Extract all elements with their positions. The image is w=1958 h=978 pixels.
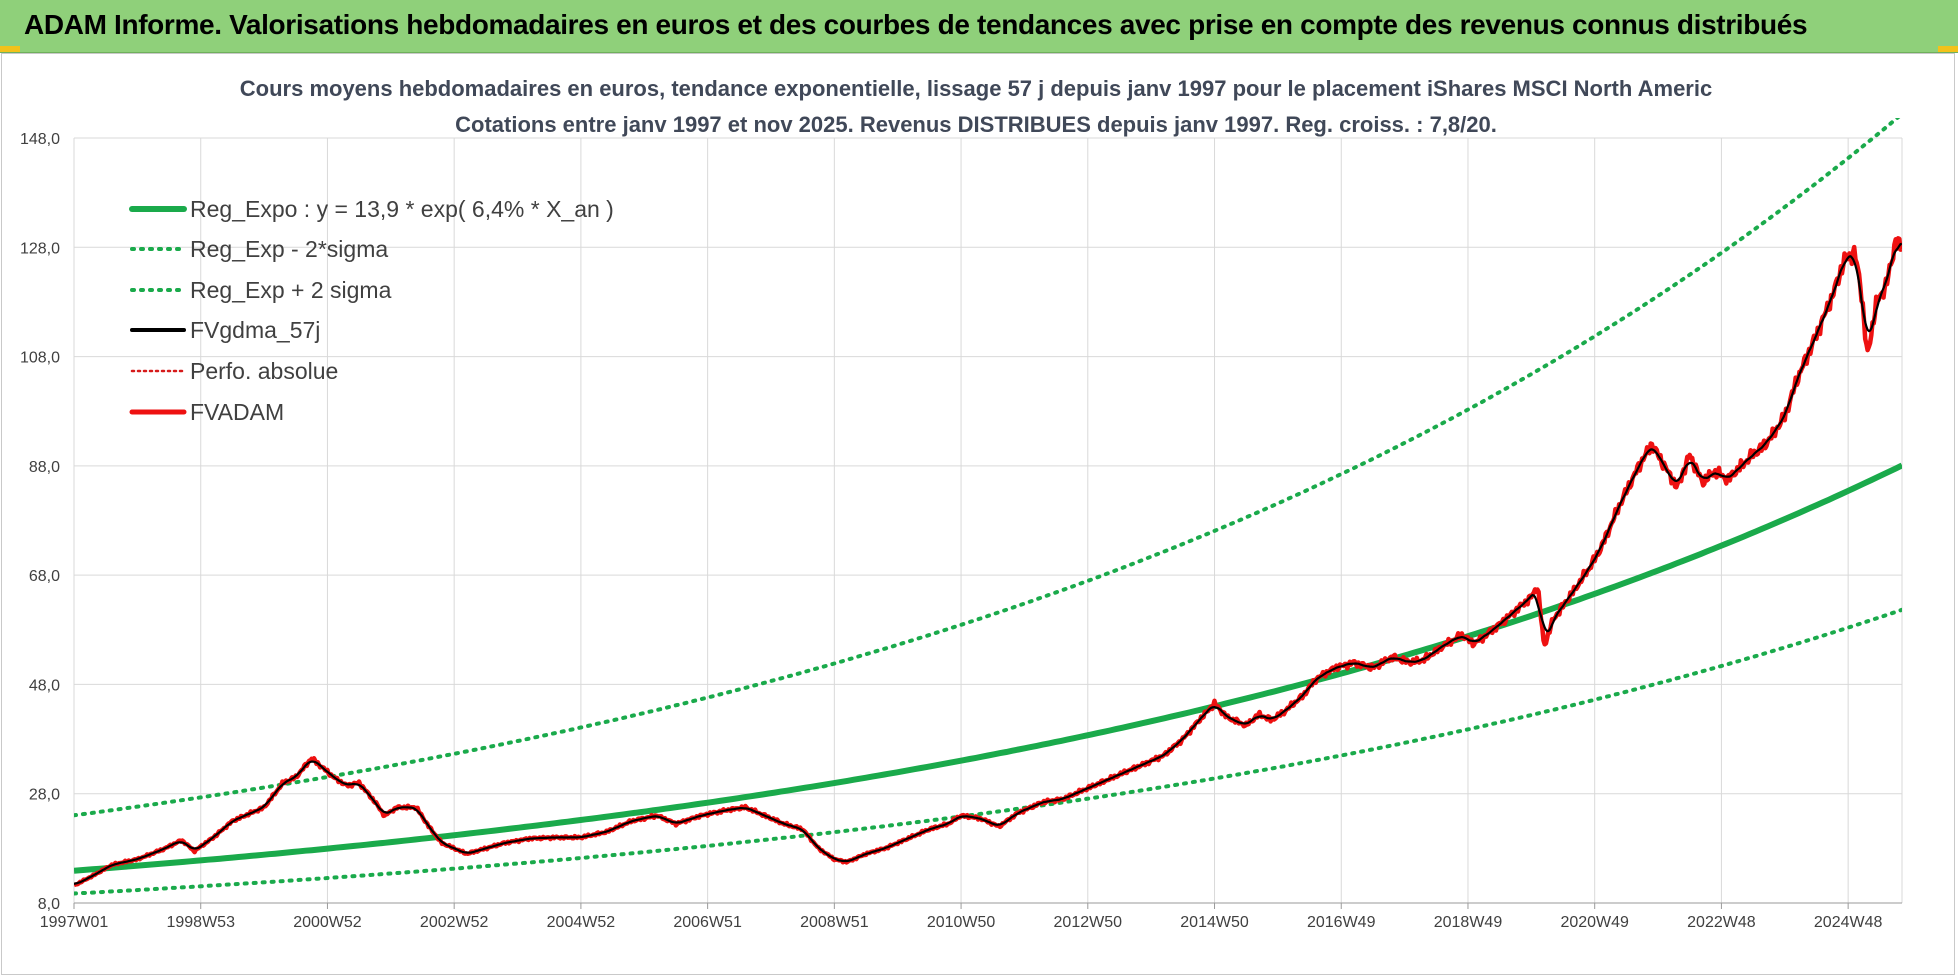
axis-layer: 8,0 28,0 48,0 68,0 88,0 108,0 128,0 148,0 1997W0… [20, 131, 1902, 931]
x-tick-label: 2006W51 [673, 914, 742, 931]
x-tick-label: 1998W53 [166, 914, 235, 931]
x-tick-label: 2004W52 [547, 914, 616, 931]
x-tick-label: 2014W50 [1180, 914, 1249, 931]
legend: Reg_Expo : y = 13,9 * exp( 6,4% * X_an )… [129, 196, 614, 425]
y-tick-label: 108,0 [20, 350, 60, 367]
banner-corner-mark-left [0, 46, 20, 52]
chart-svg: Cours moyens hebdomadaires en euros, ten… [20, 76, 1903, 931]
y-tick-label: 28,0 [29, 787, 60, 804]
x-tick-label: 2000W52 [293, 914, 362, 931]
x-tick-label: 2018W49 [1434, 914, 1503, 931]
x-tick-label: 2024W48 [1814, 914, 1883, 931]
series-fvgdma-57j [74, 242, 1902, 885]
y-tick-label: 88,0 [29, 459, 60, 476]
legend-label: FVgdma_57j [190, 317, 320, 343]
x-tick-label: 2002W52 [420, 914, 489, 931]
chart-frame: Cours moyens hebdomadaires en euros, ten… [1, 53, 1955, 975]
legend-label: Reg_Exp - 2*sigma [190, 236, 388, 262]
y-tick-label: 128,0 [20, 240, 60, 257]
legend-label: Reg_Exp + 2 sigma [190, 277, 392, 303]
x-tick-label: 2016W49 [1307, 914, 1376, 931]
y-tick-label: 48,0 [29, 677, 60, 694]
chart-title-line-2: Cotations entre janv 1997 et nov 2025. R… [455, 112, 1497, 137]
x-tick-label: 2022W48 [1687, 914, 1756, 931]
y-tick-label: 68,0 [29, 568, 60, 585]
series-reg-exp-plus-2sigma [74, 118, 1901, 818]
x-tick-label: 2012W50 [1054, 914, 1123, 931]
x-tick-label: 2008W51 [800, 914, 869, 931]
report-banner-title: ADAM Informe. Valorisations hebdomadaire… [24, 9, 1808, 40]
grid-layer [73, 137, 1903, 904]
chart-title: Cours moyens hebdomadaires en euros, ten… [240, 76, 1712, 137]
report-banner: ADAM Informe. Valorisations hebdomadaire… [0, 0, 1958, 53]
legend-label: Reg_Expo : y = 13,9 * exp( 6,4% * X_an ) [190, 196, 614, 222]
series-layer [74, 118, 1902, 896]
legend-label: Perfo. absolue [190, 358, 338, 384]
banner-corner-mark-right [1938, 46, 1958, 52]
x-tick-label: 1997W01 [40, 914, 109, 931]
x-tick-label: 2020W49 [1560, 914, 1629, 931]
legend-label: FVADAM [190, 399, 284, 425]
series-reg-exp-minus-2sigma [74, 607, 1902, 896]
y-tick-label: 148,0 [20, 131, 60, 148]
series-reg-expo [74, 462, 1902, 874]
chart-title-line-1: Cours moyens hebdomadaires en euros, ten… [240, 76, 1712, 101]
y-tick-label: 8,0 [38, 896, 60, 913]
series-fvadam [74, 236, 1902, 888]
x-tick-label: 2010W50 [927, 914, 996, 931]
